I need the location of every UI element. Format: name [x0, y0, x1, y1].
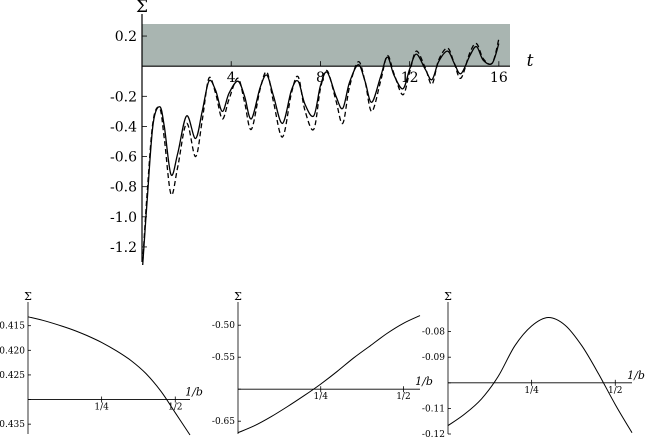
- shaded-region: [142, 24, 510, 67]
- x-tick-label: 1/2: [396, 392, 410, 402]
- panel-small-middle: 1/4 1/2 -0.50 -0.55 -0.65 Σ 1/b: [212, 290, 433, 434]
- series-line-solid: [447, 316, 633, 433]
- y-axis-label: Σ: [136, 0, 148, 17]
- series-line-solid: [237, 315, 421, 434]
- y-axis-label: Σ: [24, 290, 32, 303]
- y-tick-label: -0.55: [212, 353, 235, 363]
- y-tick-label: -0.12: [422, 430, 445, 440]
- x-tick-label: 4: [227, 70, 236, 86]
- x-axis-label: 1/b: [627, 369, 645, 382]
- panel-main-time-series: 4 8 12 16 0.2 -0.2 -0.4 -0.6 -0.8 -1.0 -1.2 Σt: [110, 0, 534, 266]
- y-tick-label: -0.4: [110, 119, 137, 135]
- x-tick-label: 1/2: [168, 403, 182, 413]
- y-tick-label: -0.08: [422, 328, 445, 338]
- panel-small-left: 1/4 1/2 -0.415 -0.420 -0.425 -0.435 Σ 1/b: [0, 290, 203, 436]
- y-tick-label: -0.420: [0, 346, 25, 356]
- x-tick-label: 8: [316, 70, 325, 86]
- y-tick-label: -1.0: [110, 210, 137, 226]
- x-tick-label: 12: [401, 70, 419, 86]
- y-tick-label: -0.09: [422, 353, 445, 363]
- series-line-dashed: [142, 38, 500, 263]
- y-axis-label: Σ: [234, 290, 242, 303]
- y-axis-label: Σ: [444, 290, 452, 303]
- panel-small-right: 1/4 1/2 -0.08 -0.09 -0.11 -0.12 Σ 1/b: [422, 290, 645, 440]
- x-tick-label: 16: [490, 70, 508, 86]
- y-tick-label: 0.2: [115, 29, 137, 45]
- series-line-solid: [27, 316, 191, 436]
- y-tick-label: -0.435: [0, 420, 25, 430]
- x-axis-label: 1/b: [185, 386, 203, 399]
- x-tick-label: 1/4: [94, 403, 109, 413]
- x-tick-label: 1/4: [524, 386, 539, 396]
- y-tick-label: -0.8: [110, 180, 137, 196]
- x-axis-label: 1/b: [415, 375, 433, 388]
- x-tick-label: 1/4: [313, 392, 328, 402]
- y-tick-label: -1.2: [110, 240, 137, 256]
- y-tick-label: -0.415: [0, 322, 25, 332]
- x-tick-label: 1/2: [608, 386, 622, 396]
- y-tick-label: -0.50: [212, 321, 235, 331]
- y-tick-label: -0.65: [212, 417, 235, 427]
- y-tick-label: -0.11: [422, 404, 445, 414]
- x-axis-label: t: [527, 51, 534, 71]
- y-tick-label: -0.2: [110, 89, 137, 105]
- y-tick-label: -0.6: [110, 150, 137, 166]
- y-tick-label: -0.425: [0, 371, 25, 381]
